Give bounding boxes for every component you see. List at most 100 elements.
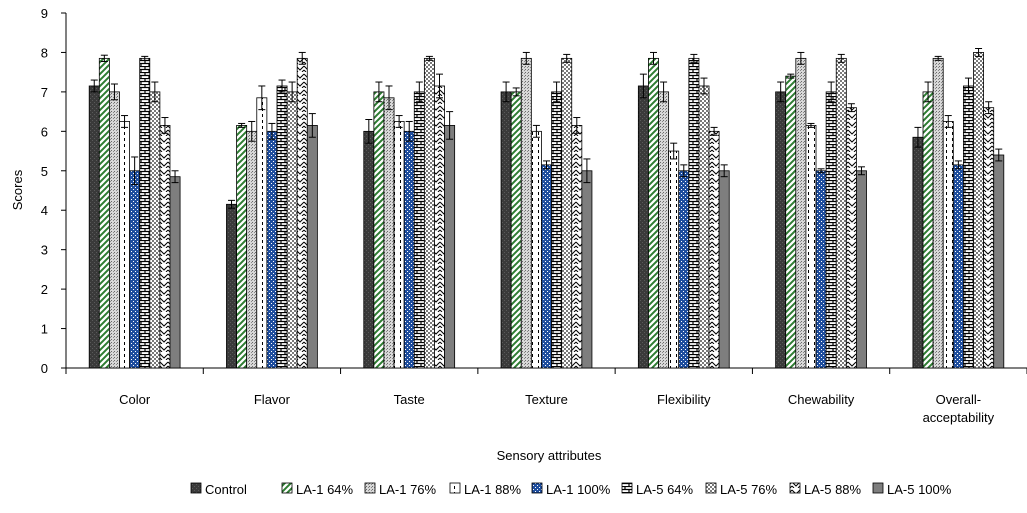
- x-tick-label: Chewability: [788, 392, 855, 407]
- error-bar: [446, 111, 454, 140]
- error-bar: [121, 115, 129, 128]
- legend-label: LA-1 64%: [296, 482, 354, 497]
- error-bar: [532, 124, 540, 138]
- bar: [571, 125, 583, 369]
- bar: [805, 125, 817, 369]
- y-tick-label: 9: [41, 6, 48, 21]
- error-bar: [857, 166, 865, 176]
- bar: [973, 52, 985, 369]
- bar: [942, 121, 954, 369]
- bar: [856, 170, 867, 369]
- bar: [688, 57, 700, 369]
- legend-swatch: [364, 482, 376, 494]
- error-bar: [934, 55, 942, 61]
- bar: [88, 85, 100, 369]
- bar: [276, 85, 288, 369]
- x-tick-label: Color: [119, 392, 151, 407]
- x-tick-label: Texture: [525, 392, 568, 407]
- error-bar: [700, 77, 708, 95]
- bar: [383, 97, 395, 369]
- x-tick-label: Flexibility: [657, 392, 711, 407]
- legend-item: LA-5 100%: [872, 482, 952, 497]
- bar: [520, 57, 532, 369]
- bar: [149, 91, 161, 369]
- error-bar: [298, 51, 306, 65]
- bar: [932, 57, 944, 369]
- error-bar: [797, 51, 805, 65]
- legend-swatch: [872, 482, 884, 494]
- error-bar: [543, 160, 550, 170]
- x-axis-title: Sensory attributes: [497, 448, 602, 463]
- error-bar: [90, 79, 98, 93]
- bar: [129, 170, 141, 369]
- y-tick-label: 3: [41, 243, 48, 258]
- legend-item: LA-1 64%: [281, 482, 354, 497]
- error-bar: [415, 81, 423, 103]
- bar: [541, 164, 552, 369]
- legend-label: LA-5 64%: [636, 482, 694, 497]
- error-bar: [837, 53, 845, 63]
- bar: [286, 91, 298, 369]
- bar: [708, 130, 720, 369]
- bar: [718, 170, 730, 369]
- legend-item: LA-5 64%: [621, 482, 694, 497]
- bar: [815, 170, 827, 369]
- y-tick-label: 7: [41, 85, 48, 100]
- y-tick-label: 8: [41, 45, 48, 60]
- error-bar: [278, 79, 286, 93]
- error-bar: [248, 120, 256, 142]
- error-bar: [110, 83, 118, 101]
- error-bar: [720, 164, 728, 178]
- legend-label: LA-5 100%: [887, 482, 952, 497]
- y-tick-label: 0: [41, 361, 48, 376]
- error-bar: [777, 81, 785, 103]
- bar: [775, 91, 787, 369]
- bar: [444, 125, 456, 369]
- bar: [226, 203, 237, 369]
- bar: [785, 75, 797, 369]
- bar: [108, 91, 120, 369]
- error-bar: [787, 73, 795, 79]
- error-bar: [425, 55, 433, 61]
- error-bar: [670, 142, 678, 160]
- bar: [581, 170, 593, 369]
- error-bar: [288, 81, 296, 103]
- bar: [551, 91, 563, 369]
- bar: [413, 91, 425, 369]
- error-bar: [395, 115, 403, 128]
- error-bar: [522, 51, 530, 65]
- legend-label: LA-5 76%: [720, 482, 778, 497]
- legend-swatch: [705, 482, 717, 494]
- y-tick-label: 4: [41, 203, 48, 218]
- error-bar: [995, 148, 1003, 162]
- error-bar: [807, 122, 815, 128]
- bar: [393, 121, 405, 369]
- error-bar: [141, 55, 149, 61]
- legend-item: LA-1 76%: [364, 482, 437, 497]
- bar: [678, 170, 690, 369]
- error-bar: [914, 126, 922, 148]
- error-bar: [639, 73, 647, 99]
- error-bar: [100, 54, 108, 63]
- y-tick-label: 5: [41, 164, 48, 179]
- bar: [530, 130, 542, 369]
- bar: [952, 164, 964, 369]
- error-bar: [512, 87, 520, 97]
- bar: [500, 91, 512, 369]
- x-axis: Color Flavor Taste Texture Flexibility Chewab…: [65, 367, 1027, 425]
- bar: [169, 176, 181, 369]
- bar: [434, 85, 445, 369]
- bar: [845, 107, 857, 369]
- bar: [825, 91, 837, 369]
- error-bar: [151, 81, 159, 103]
- bar: [139, 57, 151, 369]
- legend-label: LA-5 88%: [804, 482, 862, 497]
- error-bar: [502, 81, 510, 103]
- legend-label: LA-1 76%: [379, 482, 437, 497]
- error-bar: [171, 170, 179, 184]
- error-bar: [308, 113, 316, 138]
- error-bar: [954, 160, 962, 170]
- error-bar: [649, 51, 657, 65]
- legend-swatch: [621, 482, 633, 494]
